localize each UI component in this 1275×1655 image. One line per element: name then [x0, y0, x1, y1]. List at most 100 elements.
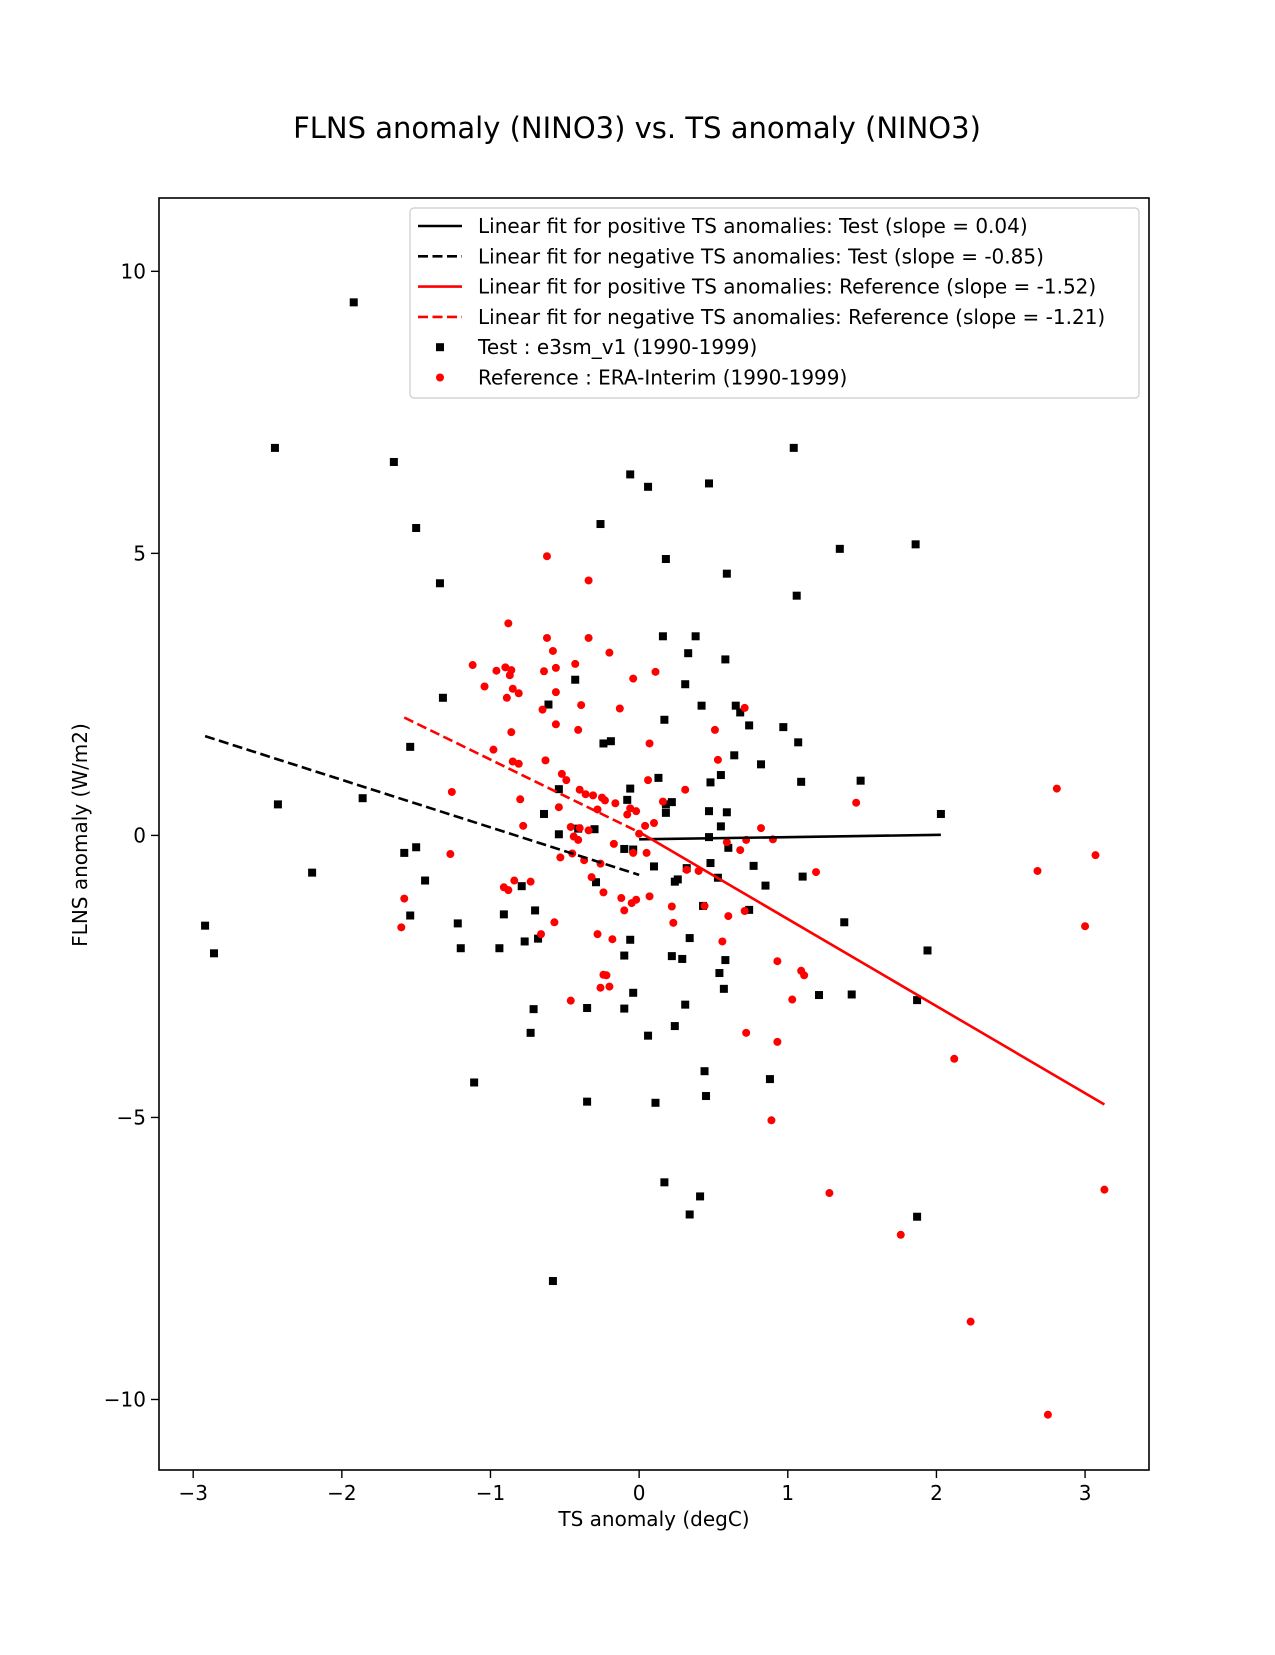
- reference-point: [514, 759, 523, 768]
- reference-point: [397, 923, 406, 932]
- reference-point: [519, 821, 528, 830]
- test-point: [792, 591, 801, 600]
- plot-frame: [158, 197, 1150, 1471]
- reference-point: [599, 888, 608, 897]
- test-point: [678, 954, 687, 963]
- reference-point: [626, 804, 635, 813]
- reference-point: [605, 648, 614, 657]
- test-point: [716, 822, 725, 831]
- reference-point: [446, 850, 455, 859]
- test-point: [661, 808, 670, 817]
- x-tick-label: 0: [633, 1481, 646, 1505]
- y-tick-label: −5: [117, 1105, 146, 1129]
- reference-point: [650, 819, 658, 828]
- reference-point: [812, 868, 821, 877]
- y-tick-label: 10: [121, 259, 146, 283]
- reference-point: [502, 693, 511, 702]
- test-point: [406, 911, 415, 920]
- reference-point: [800, 971, 809, 980]
- reference-point: [557, 769, 566, 778]
- reference-point: [1033, 866, 1042, 875]
- test-point: [749, 861, 758, 870]
- reference-point: [773, 1037, 782, 1046]
- test-point: [923, 946, 932, 955]
- reference-point: [596, 983, 605, 992]
- reference-point: [896, 1230, 905, 1239]
- test-point: [623, 795, 632, 804]
- test-point: [554, 830, 563, 839]
- test-point: [681, 1000, 690, 1009]
- reference-point: [740, 703, 749, 712]
- reference-point: [538, 705, 547, 714]
- test-point: [438, 693, 447, 702]
- test-point: [761, 881, 770, 890]
- reference-point: [642, 848, 651, 857]
- reference-point: [644, 776, 653, 785]
- reference-point: [584, 576, 593, 585]
- reference-point: [501, 663, 510, 672]
- test-point: [730, 751, 739, 760]
- chart-title: FLNS anomaly (NINO3) vs. TS anomaly (NIN…: [293, 111, 981, 145]
- test-point: [721, 655, 730, 664]
- reference-point: [617, 894, 626, 903]
- reference-point: [508, 684, 517, 693]
- test-point: [798, 872, 807, 881]
- reference-point: [468, 661, 477, 670]
- test-point: [685, 934, 694, 943]
- test-point: [596, 520, 605, 529]
- test-point: [592, 878, 601, 887]
- reference-point: [724, 912, 733, 921]
- reference-point: [629, 674, 638, 683]
- reference-point: [682, 865, 691, 874]
- reference-point: [632, 895, 641, 904]
- reference-point: [773, 957, 782, 966]
- reference-point: [551, 720, 560, 729]
- reference-point: [651, 667, 660, 676]
- test-point: [654, 773, 663, 782]
- test-point: [620, 844, 629, 853]
- test-point: [684, 649, 693, 658]
- test-point: [651, 1098, 660, 1107]
- test-point: [705, 807, 713, 816]
- reference-point: [589, 791, 598, 800]
- test-point: [650, 862, 658, 871]
- test-point: [620, 951, 629, 960]
- reference-point: [566, 996, 575, 1005]
- legend: Linear fit for positive TS anomalies: Te…: [409, 207, 1140, 399]
- test-point: [658, 632, 667, 641]
- test-point: [856, 776, 865, 785]
- test-point: [765, 1075, 774, 1084]
- reference-point: [852, 798, 861, 807]
- scatter-points: [201, 298, 1109, 1419]
- test-point: [736, 708, 745, 717]
- test-point: [706, 859, 715, 868]
- test-point: [529, 1005, 538, 1014]
- reference-point: [542, 633, 551, 642]
- reference-point: [600, 796, 609, 805]
- reference-point: [507, 666, 516, 675]
- test-point: [470, 1078, 479, 1087]
- reference-point: [510, 876, 519, 885]
- reference-point: [574, 725, 583, 734]
- legend-label: Linear fit for negative TS anomalies: Re…: [478, 305, 1105, 329]
- test-point: [548, 1277, 557, 1286]
- test-point: [540, 809, 548, 818]
- reference-negative-fit-line: [403, 716, 643, 835]
- test-point: [936, 809, 945, 818]
- test-point: [779, 723, 788, 732]
- test-point: [620, 1004, 629, 1013]
- y-axis-label: FLNS anomaly (W/m2): [68, 723, 92, 947]
- test-point: [715, 969, 724, 978]
- test-point: [421, 876, 430, 885]
- x-axis-label: TS anomaly (degC): [557, 1507, 749, 1531]
- reference-point: [537, 930, 546, 939]
- reference-point: [548, 646, 557, 655]
- reference-point: [742, 1028, 751, 1037]
- reference-point: [629, 848, 638, 857]
- reference-point: [574, 835, 583, 844]
- legend-label: Linear fit for negative TS anomalies: Te…: [478, 244, 1044, 268]
- test-point: [706, 778, 715, 787]
